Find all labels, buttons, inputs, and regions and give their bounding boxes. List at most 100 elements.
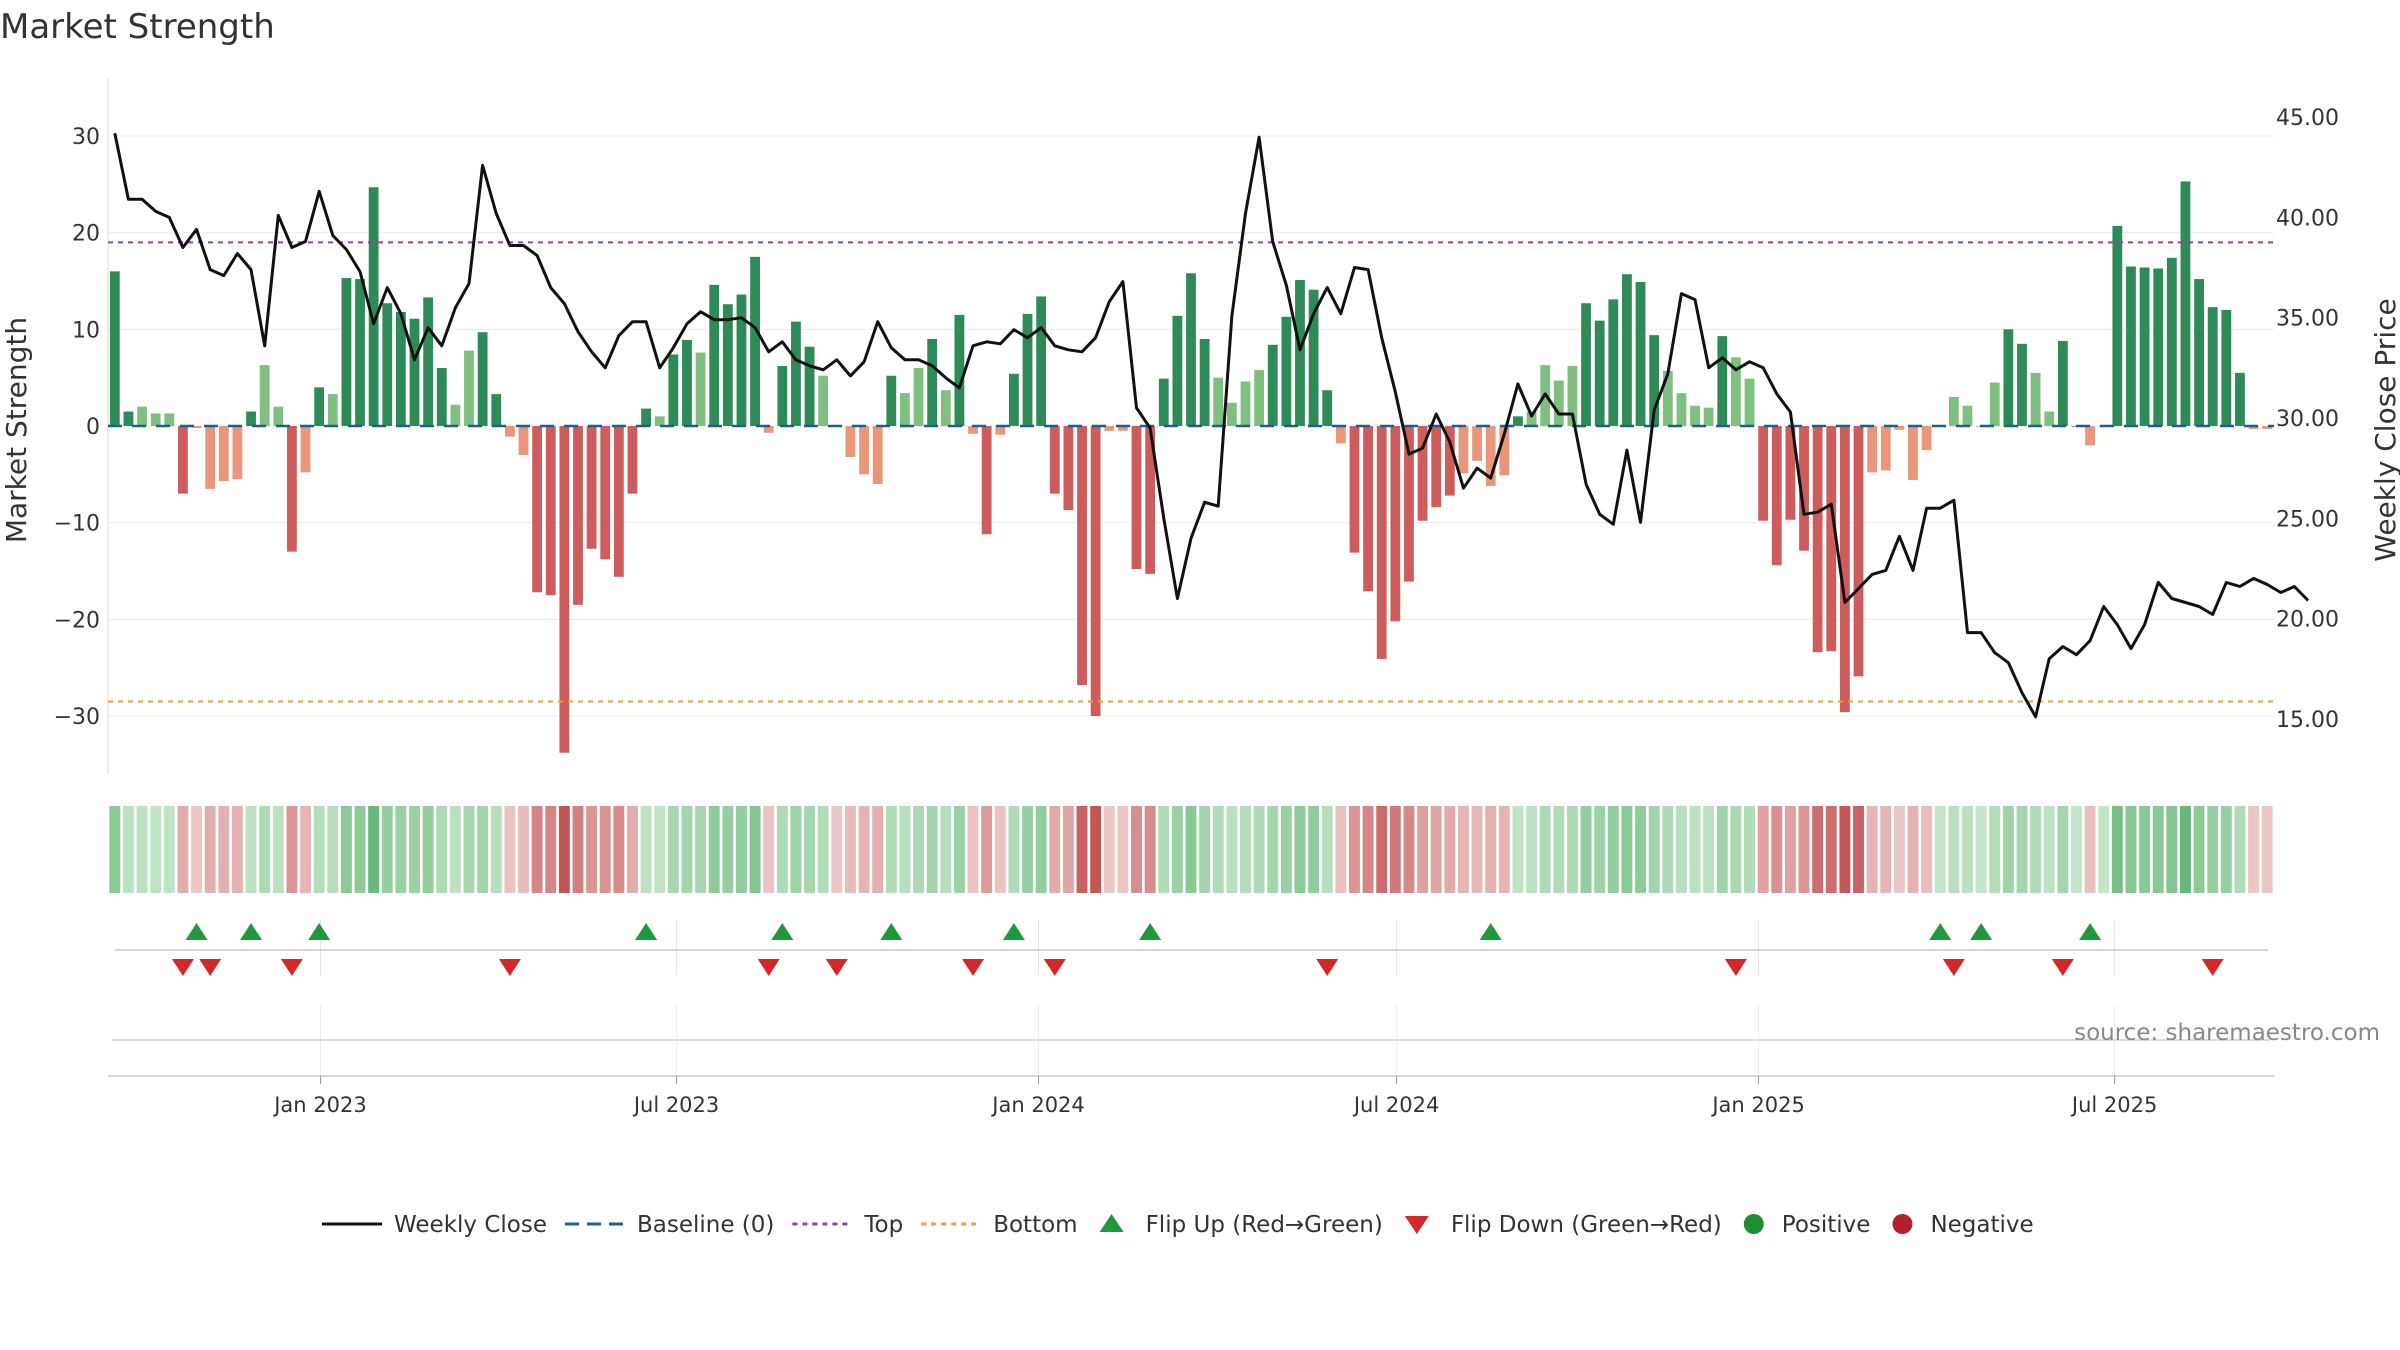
heat-cell xyxy=(286,806,298,893)
strength-bar xyxy=(1254,369,1265,426)
strength-bar xyxy=(1063,426,1074,511)
flip-down-marker xyxy=(280,959,303,976)
strength-bar xyxy=(1785,426,1796,520)
strength-bar xyxy=(273,406,284,426)
right-axis: 45.00 40.00 35.00 30.00 25.00 20.00 15.00 xyxy=(2276,106,2339,733)
strength-bar xyxy=(900,393,910,426)
strength-bar xyxy=(137,406,147,426)
heat-cell xyxy=(1866,806,1878,893)
heat-cell xyxy=(776,806,788,893)
strength-bar xyxy=(641,408,651,426)
heat-cell xyxy=(1798,806,1810,893)
strength-bar xyxy=(1758,426,1769,521)
heat-cell xyxy=(191,806,202,893)
heat-cell xyxy=(1635,806,1646,893)
heat-cell xyxy=(2030,806,2042,893)
heat-cell xyxy=(872,806,884,893)
heat-cell xyxy=(1253,806,1265,893)
strength-bar xyxy=(450,404,461,426)
strength-bar xyxy=(109,271,120,426)
strength-bar xyxy=(327,394,338,426)
heat-cell xyxy=(1539,806,1551,893)
reference-lines xyxy=(108,241,2274,703)
heat-cell xyxy=(1989,806,2001,893)
heat-cell xyxy=(1566,806,1578,893)
strength-bar xyxy=(1376,426,1387,659)
heat-cell xyxy=(885,806,897,893)
legend-label: Positive xyxy=(1782,1212,1871,1238)
heat-cell xyxy=(2193,806,2205,893)
strength-bar xyxy=(1104,426,1115,431)
heat-cell xyxy=(545,806,557,893)
strength-bar xyxy=(1049,426,1060,494)
strength-bar xyxy=(1499,426,1510,476)
flip-up-marker xyxy=(635,923,658,940)
heat-cell xyxy=(490,806,502,893)
heat-cell xyxy=(463,806,475,893)
heat-cell xyxy=(599,806,611,893)
close-line-group xyxy=(113,132,2310,719)
strength-bar xyxy=(804,346,815,426)
heat-cell xyxy=(736,806,747,893)
lower-panel xyxy=(108,1005,2274,1077)
heat-cell xyxy=(2248,806,2260,893)
strength-bar xyxy=(818,375,829,426)
strength-bar xyxy=(218,426,229,482)
legend-item: Baseline (0) xyxy=(564,1212,774,1238)
strength-bar xyxy=(1226,402,1237,426)
flip-up-marker xyxy=(2079,923,2102,940)
heat-cell xyxy=(1417,806,1429,893)
heat-cell xyxy=(763,806,775,893)
strength-bar xyxy=(1635,281,1646,426)
legend-item: Flip Up (Red→Green) xyxy=(1099,1212,1383,1238)
strength-bar xyxy=(559,426,570,753)
strength-bar xyxy=(981,426,992,535)
strength-bar xyxy=(750,256,760,426)
heat-cell xyxy=(1062,806,1074,893)
heat-cell xyxy=(667,806,679,893)
strength-bar xyxy=(2030,372,2041,426)
strength-bar xyxy=(1335,426,1346,444)
heat-cell xyxy=(1934,806,1946,893)
heat-cell xyxy=(1526,806,1538,893)
heat-cell xyxy=(2002,806,2014,893)
heat-cell xyxy=(831,806,843,893)
heat-cell xyxy=(1471,806,1483,893)
flip-down-marker xyxy=(757,959,780,976)
strength-bar xyxy=(205,426,216,489)
strength-bar xyxy=(859,426,869,475)
heat-cell xyxy=(2057,806,2069,893)
strength-bar xyxy=(1703,407,1714,426)
strength-bar xyxy=(1948,397,1959,426)
heat-cell xyxy=(817,806,829,893)
heat-cell xyxy=(1716,806,1728,893)
heat-cell xyxy=(1240,806,1251,893)
strength-bar xyxy=(2139,267,2150,426)
flip-down-marker xyxy=(2051,959,2074,976)
heat-cell xyxy=(1485,806,1497,893)
heat-cell xyxy=(1757,806,1769,893)
heat-cell xyxy=(163,806,175,893)
heat-cell xyxy=(1389,806,1401,893)
strength-bar xyxy=(1431,426,1442,508)
heat-cell xyxy=(1267,806,1279,893)
strength-bar xyxy=(627,426,638,494)
heat-cell xyxy=(1962,806,1973,893)
heat-cell xyxy=(2016,806,2028,893)
heat-cell xyxy=(695,806,707,893)
heat-cell xyxy=(1975,806,1987,893)
heat-cell xyxy=(2261,806,2273,893)
right-tick-label: 20.00 xyxy=(2276,608,2339,633)
heat-cell xyxy=(1594,806,1606,893)
legend-label: Top xyxy=(863,1212,903,1238)
heat-cell xyxy=(2084,806,2096,893)
heat-cell xyxy=(409,806,420,893)
strength-bar xyxy=(1608,299,1619,426)
strength-bar xyxy=(1622,274,1632,426)
right-tick-label: 45.00 xyxy=(2276,106,2339,131)
strength-bar xyxy=(1213,377,1224,426)
heat-cell xyxy=(1771,806,1783,893)
strength-bar xyxy=(940,390,951,426)
heat-cell xyxy=(681,806,693,893)
heat-cell xyxy=(1294,806,1306,893)
